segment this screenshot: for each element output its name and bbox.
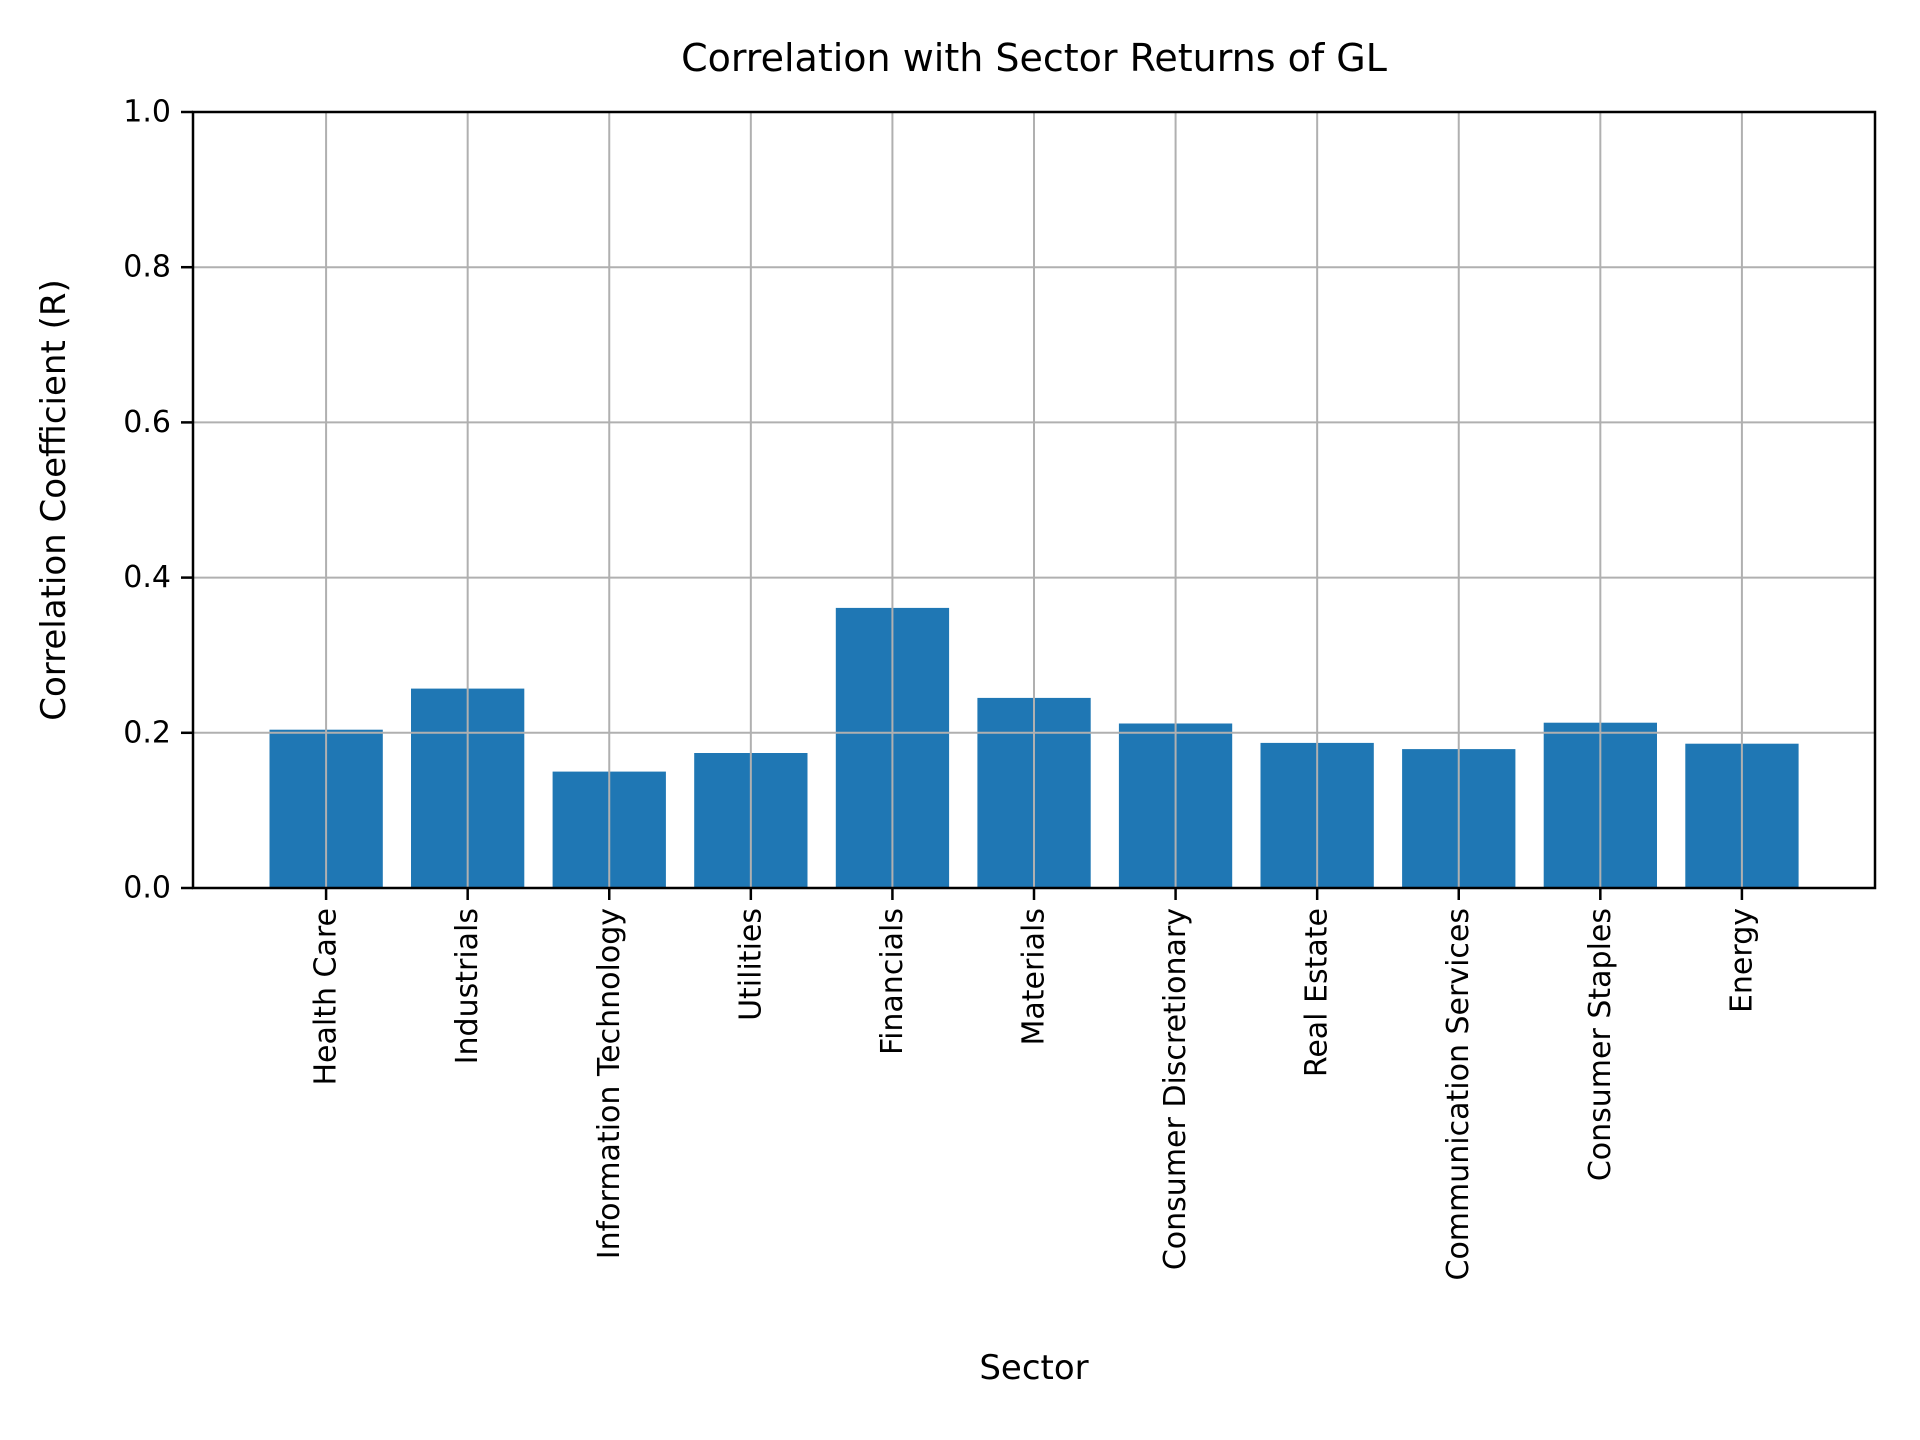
x-tick-label: Consumer Discretionary bbox=[1158, 908, 1193, 1270]
y-tick-label: 1.0 bbox=[123, 95, 171, 130]
y-tick-label: 0.8 bbox=[123, 250, 171, 285]
x-tick-label: Health Care bbox=[309, 908, 344, 1086]
x-tick-label: Utilities bbox=[733, 908, 768, 1021]
plot-border bbox=[191, 110, 1877, 890]
x-tick-label: Energy bbox=[1724, 908, 1759, 1013]
y-tick-label: 0.4 bbox=[123, 560, 171, 595]
x-tick-label: Consumer Staples bbox=[1583, 908, 1618, 1181]
x-tick-label: Materials bbox=[1017, 908, 1052, 1046]
y-tick-label: 0.6 bbox=[123, 405, 171, 440]
x-axis-label: Sector bbox=[979, 1348, 1089, 1388]
y-tick-label: 0.0 bbox=[123, 871, 171, 906]
x-tick-label: Industrials bbox=[450, 908, 485, 1064]
y-tick-label: 0.2 bbox=[123, 715, 171, 750]
x-tick-label: Real Estate bbox=[1300, 908, 1335, 1077]
x-tick-label: Information Technology bbox=[592, 908, 627, 1259]
x-tick-label: Financials bbox=[875, 908, 910, 1055]
chart-title: Correlation with Sector Returns of GL bbox=[681, 36, 1387, 80]
x-tick-label: Communication Services bbox=[1441, 908, 1476, 1281]
y-axis-label: Correlation Coefficient (R) bbox=[34, 279, 74, 721]
